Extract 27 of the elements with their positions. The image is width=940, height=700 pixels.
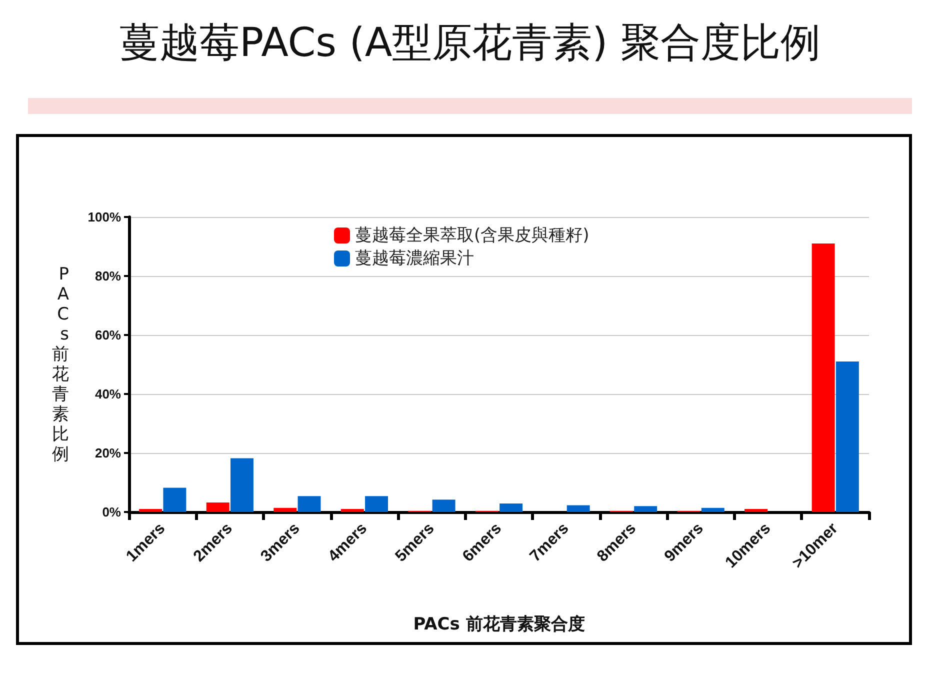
legend-label: 蔓越莓濃縮果汁 [355, 248, 474, 268]
bar [634, 506, 658, 512]
bar [701, 508, 724, 512]
y-tick-label: 100% [88, 210, 122, 224]
bar [230, 458, 254, 512]
bar [139, 509, 162, 512]
bar [163, 488, 186, 512]
legend-label: 蔓越莓全果萃取(含果皮與種籽) [355, 226, 590, 246]
bar [744, 509, 768, 512]
text: PACs前花青素比例 [52, 264, 69, 464]
y-tick-label: 40% [94, 386, 122, 402]
bar [206, 502, 230, 512]
x-axis-title: PACs 前花青素聚合度 [413, 614, 585, 634]
bar [836, 362, 859, 512]
y-tick-label: 20% [94, 446, 122, 460]
bar [500, 503, 523, 512]
chart-title: 蔓越莓PACs (A型原花青素) 聚合度比例 [118, 19, 822, 68]
y-tick-label: 80% [94, 268, 122, 284]
y-tick-label: 0% [102, 504, 122, 520]
y-tick-label: 60% [94, 328, 122, 342]
bar [365, 496, 388, 512]
bar [566, 505, 590, 512]
bar [812, 244, 835, 512]
bar [274, 508, 297, 512]
bar [340, 509, 364, 512]
bar [298, 496, 321, 512]
bar [432, 500, 456, 512]
